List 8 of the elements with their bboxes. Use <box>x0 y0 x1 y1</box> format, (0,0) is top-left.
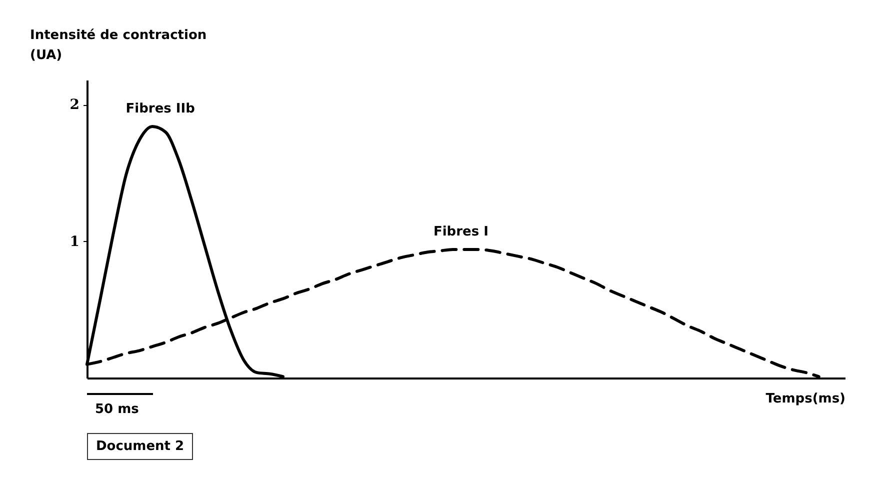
text: 50 ms <box>95 402 139 417</box>
y-axis-title: Intensité de contraction (UA) <box>30 27 208 65</box>
series-label: Fibres IIb <box>126 101 195 116</box>
y-tick-label: 2 <box>70 97 80 114</box>
text: Document 2 <box>87 433 194 460</box>
series-label: Fibres I <box>433 224 488 240</box>
x-axis-title: Temps(ms) <box>766 392 846 406</box>
y-tick-label: 1 <box>70 234 80 250</box>
